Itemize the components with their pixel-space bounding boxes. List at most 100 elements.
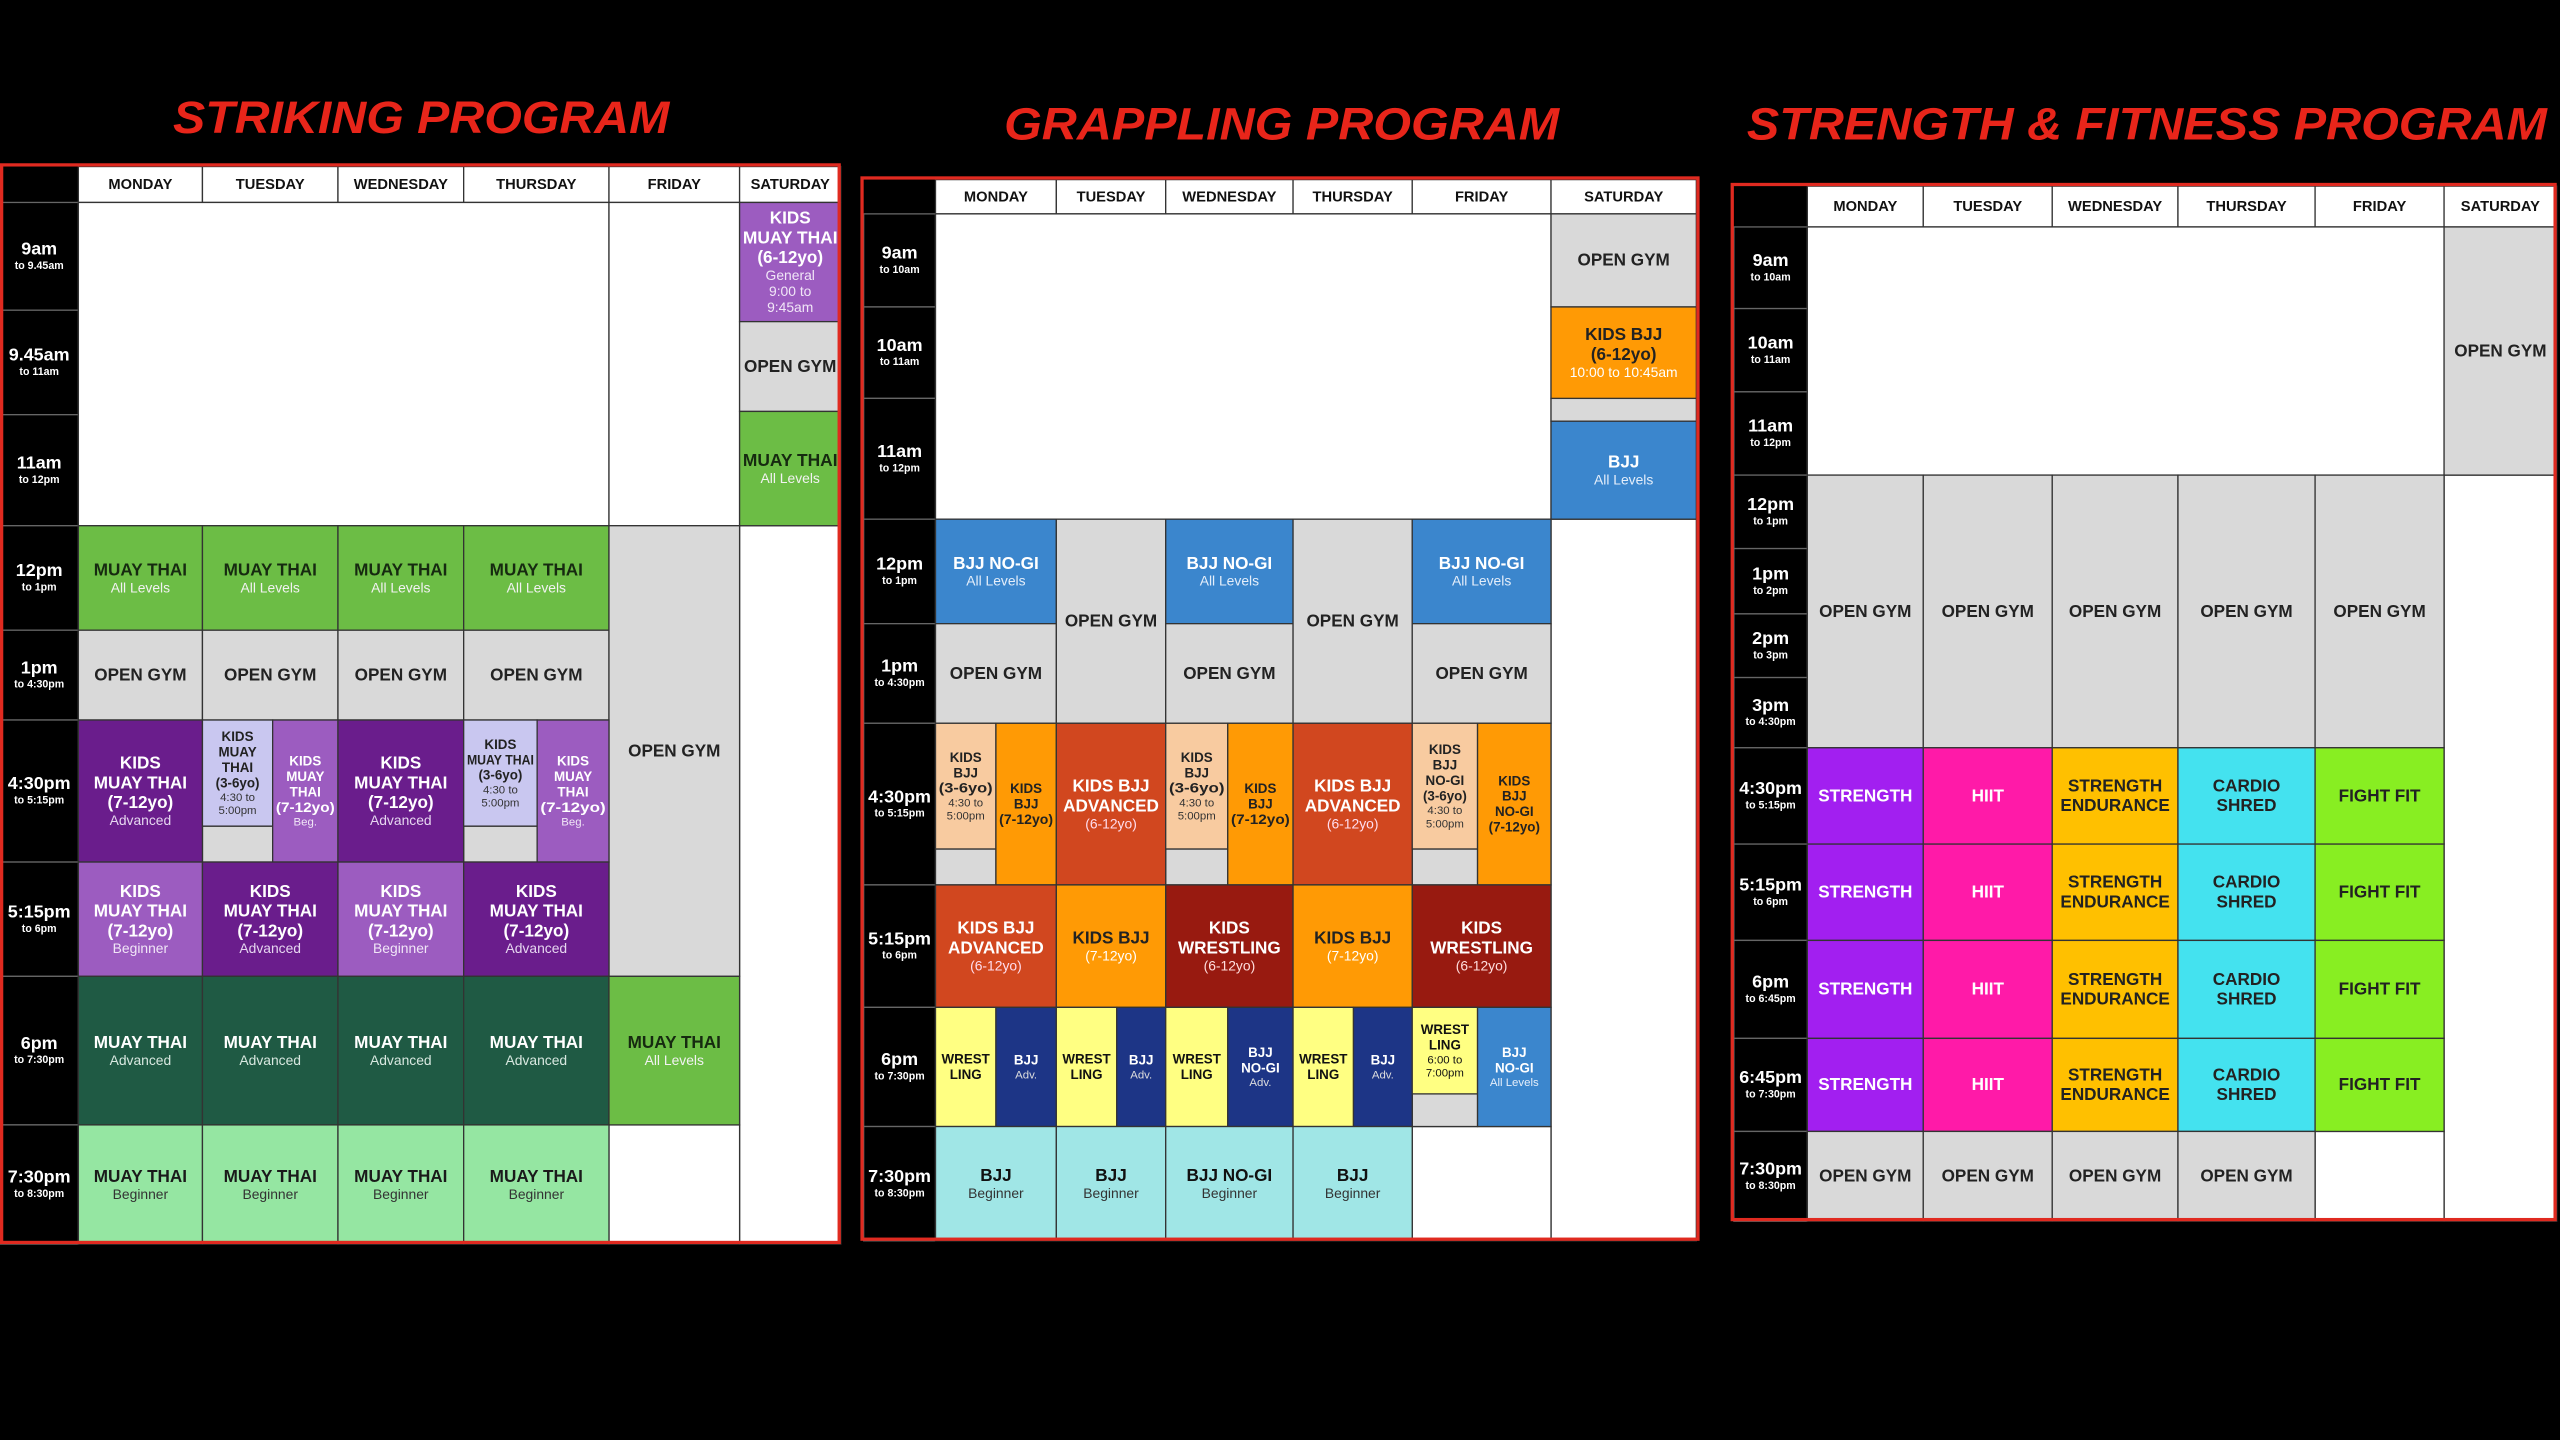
class-name: (3-6yo) [1169,781,1225,796]
time-until: to 5:15pm [875,808,925,820]
time-label: 1pm [1752,563,1789,583]
time-until: to 4:30pm [875,677,925,689]
class-name: MUAY THAI [94,901,187,921]
time-label: 5:15pm [8,901,71,921]
class-name: BJJ [1095,1165,1126,1185]
day-header: MONDAY [1833,199,1897,215]
class-name: (6-12yo) [1591,344,1657,364]
class-block [2314,747,2445,845]
time-label: 6pm [21,1033,58,1053]
empty-slot [738,525,842,1245]
class-name: LING [1307,1067,1339,1082]
class-name: OPEN GYM [744,356,836,376]
class-detail: 4:30 to [220,792,255,804]
program-title: GRAPPLING PROGRAM [1004,98,1560,149]
class-name: MUAY THAI [94,1032,187,1052]
class-name: MUAY THAI [224,901,317,921]
table-frame [860,176,1700,1241]
time-cell [0,719,80,863]
class-name: MUAY THAI [224,1032,317,1052]
class-detail: Beg. [294,817,317,829]
class-detail: 10:00 to 10:45am [1570,364,1678,380]
table-frame [1730,182,2557,1222]
class-block [77,975,204,1126]
class-block [1292,884,1413,1008]
class-name: MUAY THAI [743,450,838,470]
day-header: THURSDAY [2206,199,2286,215]
class-name: SHRED [2217,1084,2277,1104]
class-detail: Beg. [561,817,584,829]
empty-slot [2443,474,2558,1222]
time-until: to 6pm [882,950,917,962]
class-name: CARDIO [2213,775,2281,795]
class-block [1922,747,2053,845]
empty-slot [934,848,997,886]
class-name: BJJ [953,765,978,780]
time-label: 12pm [1747,494,1794,514]
time-label: 4:30pm [1739,778,1802,798]
class-block [1227,722,1294,886]
class-block [1411,884,1552,1008]
class-name: KIDS [950,750,982,765]
time-cell [863,884,937,1008]
class-block [1806,1130,1924,1222]
class-name: WRESTLING [1178,937,1281,957]
class-name: (3-6yo) [1423,788,1467,803]
class-name: MUAY THAI [354,901,447,921]
class-block [201,525,339,631]
empty-slot [608,201,741,527]
class-name: STRENGTH [2068,775,2162,795]
class-block [934,623,1057,724]
class-block [77,525,204,631]
class-block [463,629,610,721]
class-detail: 7:00pm [1426,1067,1464,1079]
day-header: FRIDAY [2353,199,2407,215]
day-header: SATURDAY [751,177,830,193]
class-name: SHRED [2217,795,2277,815]
class-block [201,1124,339,1245]
class-name: MUAY THAI [94,559,187,579]
class-block [1411,518,1552,625]
time-until: to 12pm [19,474,60,486]
class-name: KIDS BJJ [957,918,1034,938]
class-block [1055,518,1167,724]
time-cell [1733,843,1808,942]
class-name: BJJ [1433,758,1458,773]
class-detail: All Levels [371,579,430,595]
class-name: STRENGTH [1818,1074,1912,1094]
class-name: STRENGTH [1818,785,1912,805]
class-name: OPEN GYM [2333,601,2425,621]
class-name: MUAY THAI [354,1166,447,1186]
time-cell [1733,226,1808,310]
class-detail: All Levels [507,579,566,595]
time-label: 1pm [881,656,918,676]
class-detail: All Levels [645,1052,704,1068]
class-name: BJJ [1014,1053,1039,1068]
class-name: (7-12yo) [276,800,335,815]
class-block [77,629,204,721]
class-detail: Beginner [509,1186,565,1202]
class-name: MUAY [218,745,256,760]
class-name: KIDS [1461,918,1502,938]
class-name: MUAY THAI [490,1166,583,1186]
class-name: MUAY THAI [490,1032,583,1052]
class-detail: Advanced [110,812,172,828]
class-block [1476,722,1552,886]
class-detail: All Levels [761,470,820,486]
class-block [1227,1006,1294,1128]
class-detail: Advanced [110,1052,172,1068]
class-block [2051,747,2179,845]
class-name: KIDS [1209,918,1250,938]
class-name: OPEN GYM [628,740,720,760]
class-detail: Adv. [1249,1077,1271,1089]
time-until: to 7:30pm [875,1071,925,1083]
empty-slot [1550,518,1697,1242]
class-detail: All Levels [1200,573,1259,589]
program-table: STRIKING PROGRAM MONDAY TUESDAY WEDNESDAY TH… [0,92,842,1245]
class-block [77,861,204,977]
time-label: 5:15pm [868,928,931,948]
class-name: BJJ [1608,452,1639,472]
class-block [934,1006,997,1128]
class-name: BJJ [1371,1053,1396,1068]
class-block [1550,213,1697,308]
